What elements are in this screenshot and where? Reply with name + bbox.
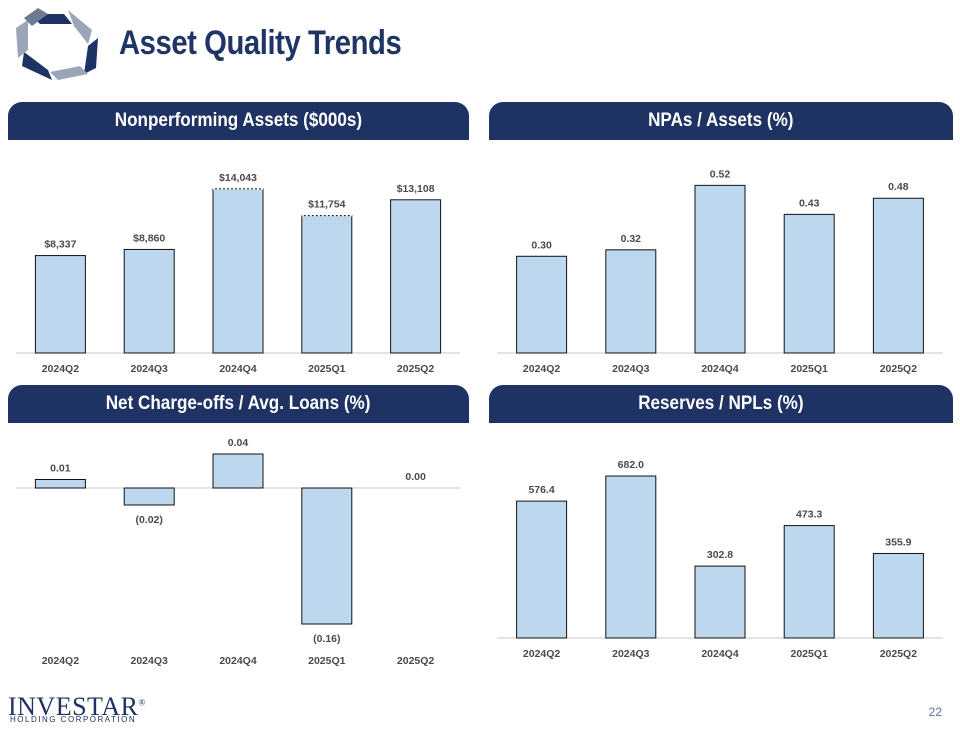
trademark-symbol: ®	[138, 697, 146, 708]
value-label-2025Q1: $11,754	[308, 199, 346, 211]
npas-assets-chart: 0.30 2024Q2 0.32 2024Q3 0.52 2024Q4 0.43 2025Q1…	[497, 168, 943, 375]
bar-2025Q1	[783, 525, 835, 639]
company-tagline: HOLDING CORPORATION	[10, 715, 137, 724]
bar-2024Q4	[694, 565, 746, 639]
bar-2024Q3	[123, 248, 175, 354]
x-tick-label-2025Q1: 2025Q1	[791, 363, 829, 375]
x-tick-label-2025Q1: 2025Q1	[308, 363, 346, 375]
bar-2024Q3	[605, 475, 657, 639]
npas-assets-header: NPAs / Assets (%)	[489, 102, 953, 140]
x-tick-label-2024Q3: 2024Q3	[131, 655, 169, 667]
bar-2025Q1	[301, 215, 353, 354]
bar-2025Q2	[872, 552, 924, 639]
x-tick-label-2025Q1: 2025Q1	[308, 655, 346, 667]
net-chargeoffs-chart: 0.01 2024Q2 (0.02) 2024Q3 0.04 2024Q4 (0.16) 20…	[16, 437, 460, 667]
bar-2025Q1	[301, 487, 353, 625]
value-label-2024Q3: (0.02)	[135, 514, 162, 526]
bar-2025Q1	[783, 213, 835, 354]
x-tick-label-2025Q1: 2025Q1	[791, 648, 829, 660]
bar-2024Q4	[694, 184, 746, 354]
nonperforming-assets-title: Nonperforming Assets ($000s)	[114, 110, 363, 131]
x-tick-label-2024Q2: 2024Q2	[42, 655, 80, 667]
value-label-2024Q4: 302.8	[707, 549, 733, 561]
net-chargeoffs-header: Net Charge-offs / Avg. Loans (%)	[8, 385, 469, 423]
value-label-2024Q2: $8,337	[44, 239, 76, 251]
reserves-npls-title: Reserves / NPLs (%)	[638, 393, 804, 414]
company-logo-wordmark: INVESTAR®	[8, 692, 146, 722]
page-title: Asset Quality Trends	[119, 24, 402, 62]
x-tick-label-2024Q3: 2024Q3	[131, 363, 169, 375]
value-label-2024Q2: 0.30	[531, 239, 552, 251]
value-label-2024Q4: 0.52	[710, 168, 731, 180]
x-tick-label-2024Q2: 2024Q2	[523, 648, 561, 660]
x-tick-label-2025Q2: 2025Q2	[880, 648, 918, 660]
bar-2024Q2	[34, 255, 86, 354]
net-chargeoffs-title: Net Charge-offs / Avg. Loans (%)	[106, 393, 371, 414]
value-label-2025Q1: 473.3	[796, 509, 822, 521]
value-label-2024Q3: $8,860	[133, 232, 165, 244]
x-tick-label-2025Q2: 2025Q2	[397, 655, 435, 667]
value-label-2025Q2: $13,108	[397, 183, 435, 195]
value-label-2024Q2: 0.01	[50, 463, 71, 475]
company-name: INVESTAR	[8, 692, 139, 721]
value-label-2024Q3: 682.0	[618, 459, 644, 471]
value-label-2025Q2: 0.00	[405, 471, 426, 483]
nonperforming-assets-header: Nonperforming Assets ($000s)	[8, 102, 469, 140]
value-label-2025Q1: 0.43	[799, 197, 820, 209]
x-tick-label-2024Q3: 2024Q3	[612, 363, 650, 375]
bar-2025Q2	[390, 199, 442, 354]
x-tick-label-2025Q2: 2025Q2	[397, 363, 435, 375]
value-label-2025Q2: 0.48	[888, 181, 909, 193]
x-tick-label-2024Q2: 2024Q2	[523, 363, 561, 375]
value-label-2024Q4: $14,043	[219, 172, 257, 184]
x-tick-label-2024Q4: 2024Q4	[701, 648, 739, 660]
bar-2024Q2	[516, 255, 568, 354]
reserves-npls-chart: 576.4 2024Q2 682.0 2024Q3 302.8 2024Q4 473.3 20…	[497, 459, 943, 660]
bar-2024Q2	[516, 500, 568, 639]
bar-2024Q4	[212, 188, 264, 354]
value-label-2025Q2: 355.9	[885, 536, 911, 548]
value-label-2025Q1: (0.16)	[313, 633, 340, 645]
bar-2024Q3	[605, 249, 657, 354]
page-number: 22	[928, 705, 942, 719]
bar-2024Q4	[212, 453, 264, 489]
nonperforming-assets-chart: $8,337 2024Q2 $8,860 2024Q3 $14,043 2024Q4 $11…	[16, 172, 460, 375]
x-tick-label-2024Q4: 2024Q4	[219, 363, 257, 375]
reserves-npls-header: Reserves / NPLs (%)	[489, 385, 953, 423]
bar-2024Q2	[34, 479, 86, 489]
bar-2025Q2	[872, 197, 924, 354]
npas-assets-title: NPAs / Assets (%)	[648, 110, 794, 131]
x-tick-label-2025Q2: 2025Q2	[880, 363, 918, 375]
x-tick-label-2024Q3: 2024Q3	[612, 648, 650, 660]
company-logo-mark	[16, 8, 98, 80]
x-tick-label-2024Q4: 2024Q4	[701, 363, 739, 375]
value-label-2024Q2: 576.4	[528, 484, 554, 496]
x-tick-label-2024Q2: 2024Q2	[42, 363, 80, 375]
value-label-2024Q3: 0.32	[621, 233, 642, 245]
value-label-2024Q4: 0.04	[228, 437, 249, 449]
bar-2024Q3	[123, 487, 175, 506]
x-tick-label-2024Q4: 2024Q4	[219, 655, 257, 667]
